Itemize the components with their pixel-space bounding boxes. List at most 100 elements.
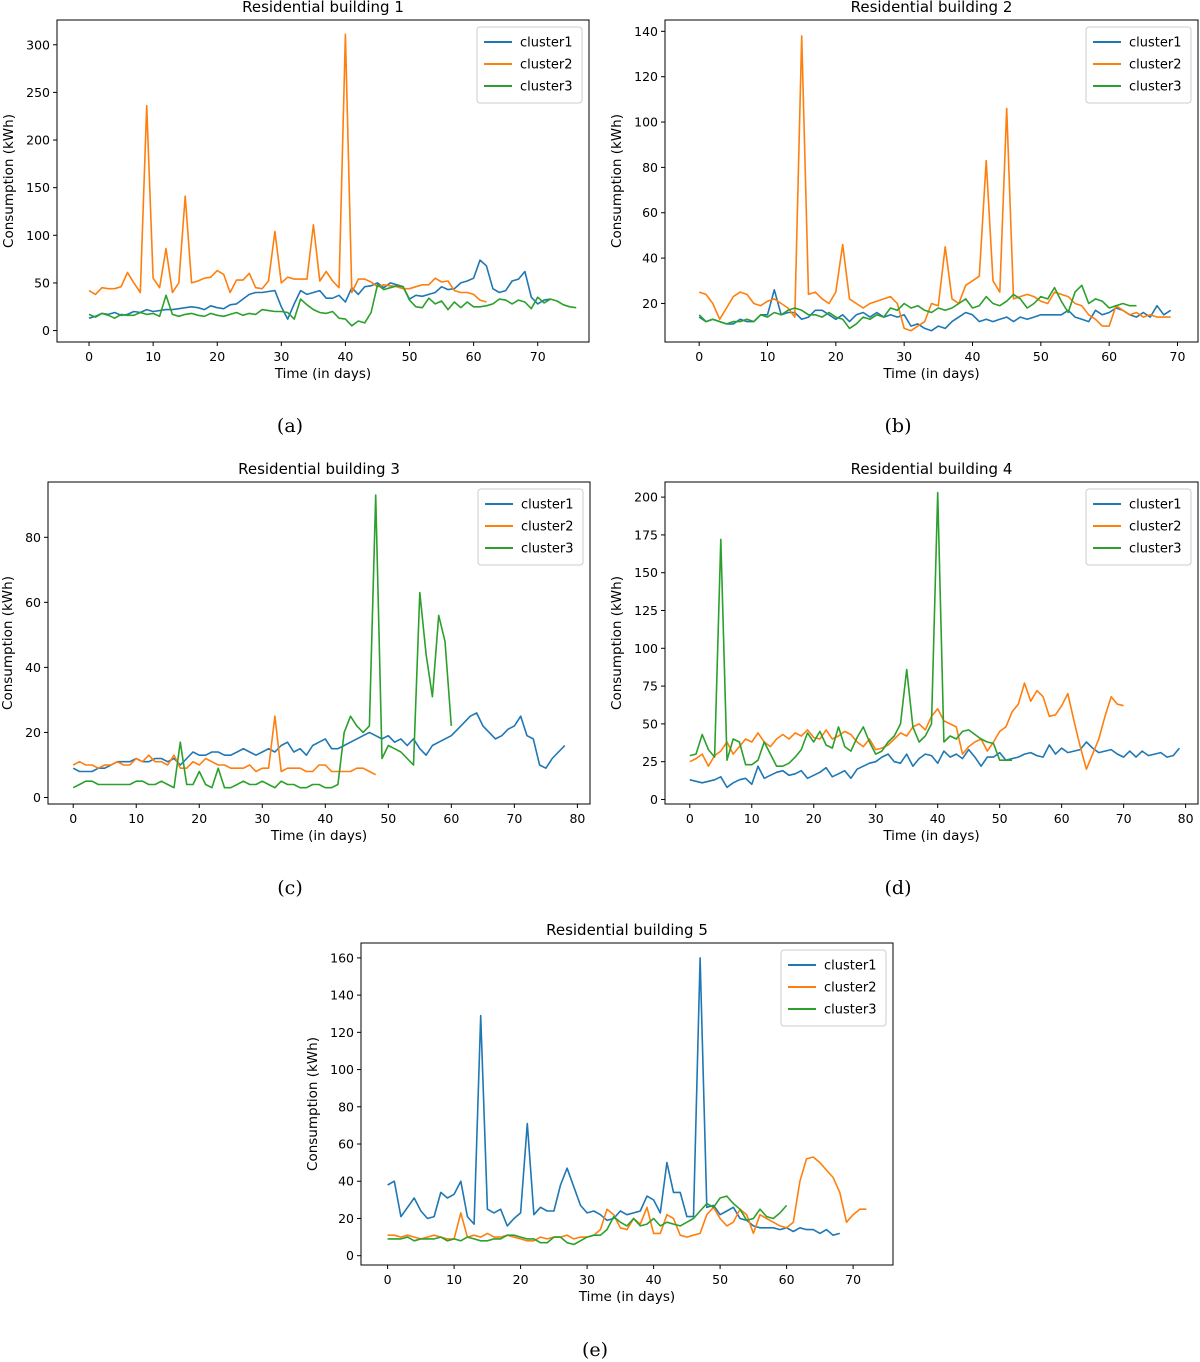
y-tick-label: 200 (634, 490, 658, 505)
legend-entry-cluster3: cluster3 (521, 542, 573, 557)
x-tick-label: 50 (1033, 349, 1049, 364)
x-tick-label: 70 (506, 811, 522, 826)
x-tick-label: 10 (446, 1272, 462, 1287)
series-line-cluster3 (88, 283, 577, 327)
series-line-cluster3 (387, 1195, 788, 1246)
panel-caption: (c) (277, 877, 302, 899)
y-tick-label: 150 (26, 180, 50, 195)
legend-entry-cluster3: cluster3 (824, 1003, 876, 1018)
series-line-cluster1 (698, 288, 1172, 332)
x-tick-label: 0 (85, 349, 93, 364)
y-tick-label: 200 (26, 133, 50, 148)
y-tick-label: 75 (642, 679, 658, 694)
y-tick-label: 100 (26, 228, 50, 243)
series-line-cluster3 (698, 284, 1137, 330)
legend-box (1085, 488, 1192, 566)
y-tick-label: 120 (330, 1025, 354, 1040)
y-tick-label: 100 (634, 641, 658, 656)
x-tick-label: 0 (695, 349, 703, 364)
y-tick-label: 100 (330, 1062, 354, 1077)
x-tick-label: 10 (128, 811, 144, 826)
y-tick-label: 40 (25, 660, 41, 675)
y-axis-label: Consumption (kWh) (609, 114, 625, 248)
chart-title: Residential building 2 (851, 0, 1013, 16)
y-tick-label: 80 (338, 1099, 354, 1114)
y-tick-label: 60 (642, 205, 658, 220)
legend-entry-cluster2: cluster2 (520, 58, 572, 73)
chart-title: Residential building 3 (238, 460, 400, 478)
series-line-cluster2 (88, 33, 487, 303)
legend-box (780, 949, 887, 1027)
x-tick-label: 20 (828, 349, 844, 364)
y-tick-label: 0 (42, 323, 50, 338)
legend-entry-cluster3: cluster3 (1129, 80, 1181, 95)
chart-panel-5: Residential building 5 0 10 20 30 40 50 60 70 0 20… (305, 921, 894, 1361)
x-tick-label: 30 (273, 349, 289, 364)
x-tick-label: 0 (686, 811, 694, 826)
y-tick-label: 175 (634, 527, 658, 542)
series-line-cluster2 (387, 1156, 867, 1242)
panel-caption: (b) (885, 415, 912, 437)
y-tick-label: 60 (338, 1137, 354, 1152)
plot-frame (360, 942, 894, 1266)
legend-entry-cluster2: cluster2 (1129, 58, 1181, 73)
y-tick-label: 80 (25, 530, 41, 545)
series-line-cluster1 (72, 712, 566, 773)
y-tick-label: 50 (34, 275, 50, 290)
x-tick-label: 70 (530, 349, 546, 364)
plot-frame (56, 19, 590, 343)
y-tick-label: 60 (25, 595, 41, 610)
x-tick-label: 50 (992, 811, 1008, 826)
x-tick-label: 60 (1101, 349, 1117, 364)
chart-panel-3: Residential building 3 0 10 20 30 40 50 60 70 80 0… (0, 460, 591, 899)
x-tick-label: 20 (513, 1272, 529, 1287)
x-tick-label: 40 (930, 811, 946, 826)
series-line-cluster2 (72, 715, 377, 776)
y-tick-label: 20 (642, 296, 658, 311)
y-axis-label: Consumption (kWh) (1, 114, 17, 248)
x-tick-label: 30 (896, 349, 912, 364)
y-tick-label: 0 (33, 790, 41, 805)
x-axis-label: Time (in days) (270, 828, 367, 844)
x-tick-label: 10 (145, 349, 161, 364)
x-tick-label: 30 (579, 1272, 595, 1287)
y-tick-label: 40 (338, 1174, 354, 1189)
x-tick-label: 30 (254, 811, 270, 826)
series-line-cluster3 (72, 494, 453, 789)
y-tick-label: 125 (634, 603, 658, 618)
legend-entry-cluster1: cluster1 (520, 36, 572, 51)
legend-entry-cluster1: cluster1 (824, 959, 876, 974)
x-tick-label: 70 (1116, 811, 1132, 826)
y-tick-label: 100 (634, 115, 658, 130)
legend-entry-cluster2: cluster2 (1129, 520, 1181, 535)
legend-entry-cluster1: cluster1 (521, 498, 573, 513)
panel-caption: (e) (582, 1339, 608, 1361)
chart-panel-2: Residential building 2 0 10 20 30 40 50 60 70 20 4… (609, 0, 1199, 437)
x-axis-label: Time (in days) (882, 828, 979, 844)
y-tick-label: 80 (642, 160, 658, 175)
panel-caption: (a) (277, 415, 303, 437)
y-axis-label: Consumption (kWh) (305, 1037, 321, 1171)
y-tick-label: 20 (338, 1211, 354, 1226)
legend-entry-cluster1: cluster1 (1129, 498, 1181, 513)
y-tick-label: 0 (650, 792, 658, 807)
x-tick-label: 0 (384, 1272, 392, 1287)
y-tick-label: 25 (642, 754, 658, 769)
y-tick-label: 140 (634, 24, 658, 39)
legend-box (1085, 26, 1192, 104)
y-axis-label: Consumption (kWh) (0, 576, 16, 710)
y-tick-label: 250 (26, 85, 50, 100)
x-tick-label: 80 (1178, 811, 1194, 826)
y-axis-label: Consumption (kWh) (609, 576, 625, 710)
x-tick-label: 0 (69, 811, 77, 826)
y-tick-label: 20 (25, 725, 41, 740)
series-line-cluster2 (698, 35, 1171, 332)
x-tick-label: 50 (380, 811, 396, 826)
chart-title: Residential building 4 (851, 460, 1013, 478)
x-tick-label: 40 (317, 811, 333, 826)
chart-title: Residential building 1 (242, 0, 404, 16)
x-tick-label: 20 (209, 349, 225, 364)
legend-entry-cluster3: cluster3 (1129, 542, 1181, 557)
x-tick-label: 50 (402, 349, 418, 364)
